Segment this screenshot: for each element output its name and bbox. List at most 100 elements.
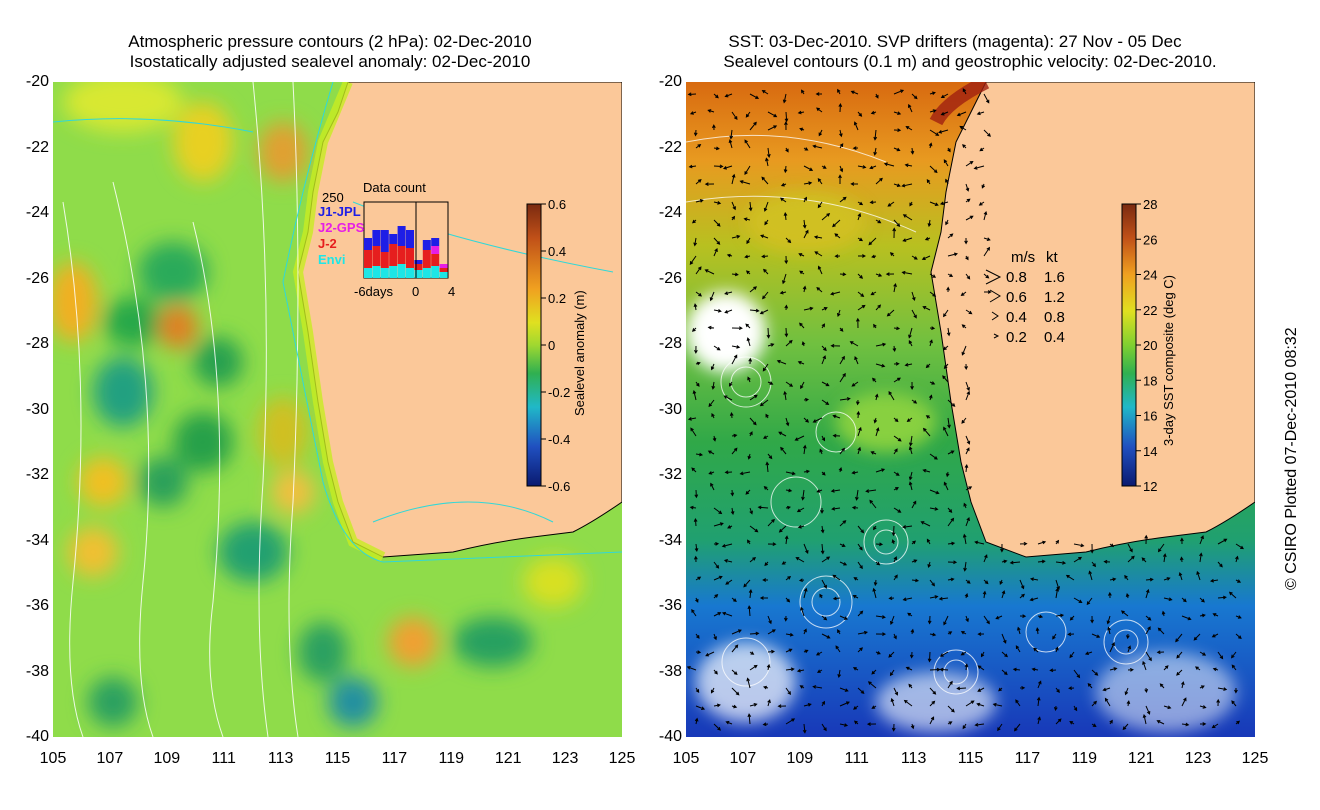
velocity-arrow	[749, 431, 753, 437]
data-count-bar	[380, 252, 389, 268]
velocity-arrow	[723, 559, 733, 563]
velocity-arrow	[767, 125, 778, 131]
velocity-legend-kt-3: 0.4	[1044, 329, 1065, 346]
velocity-arrow	[724, 309, 733, 314]
left-title-line1: Atmospheric pressure contours (2 hPa): 0…	[128, 32, 532, 51]
velocity-arrow	[872, 587, 877, 599]
velocity-arrow	[745, 270, 751, 275]
velocity-legend-kt-header: kt	[1046, 249, 1059, 266]
velocity-arrow	[929, 489, 940, 495]
velocity-arrow	[803, 181, 813, 186]
velocity-arrow	[875, 342, 887, 347]
velocity-arrow	[1235, 615, 1242, 619]
velocity-arrow	[748, 589, 753, 599]
velocity-arrow	[687, 92, 697, 97]
velocity-arrow	[713, 703, 721, 708]
velocity-arrow	[1009, 560, 1021, 565]
velocity-arrow	[940, 93, 949, 99]
velocity-arrow	[731, 704, 738, 709]
data-count-bar	[406, 248, 414, 268]
velocity-arrow	[785, 648, 793, 653]
velocity-arrow	[904, 163, 913, 168]
lon-tick: 123	[1184, 750, 1212, 767]
velocity-arrow	[689, 505, 697, 510]
velocity-arrow	[839, 129, 843, 138]
velocity-arrow	[743, 217, 751, 222]
velocity-arrow	[893, 471, 900, 476]
velocity-arrow	[1181, 722, 1190, 727]
velocity-arrow	[943, 481, 949, 491]
velocity-arrow	[977, 687, 985, 692]
velocity-arrow	[837, 669, 842, 679]
velocity-arrow	[929, 667, 941, 672]
velocity-arrow	[893, 487, 899, 491]
velocity-arrow	[929, 129, 940, 136]
velocity-arrow	[1235, 543, 1244, 550]
velocity-arrow	[929, 201, 939, 206]
velocity-arrow	[816, 489, 823, 493]
velocity-arrow	[857, 304, 866, 311]
lat-tick: -32	[658, 466, 682, 483]
velocity-arrow	[929, 291, 937, 297]
velocity-arrow	[965, 309, 973, 315]
velocity-arrow	[1052, 633, 1057, 640]
velocity-arrow	[690, 427, 697, 437]
right-title-line2: Sealevel contours (0.1 m) and geostrophi…	[723, 52, 1217, 71]
velocity-arrow	[767, 615, 772, 625]
velocity-arrow	[1181, 597, 1187, 603]
lon-tick: 109	[153, 750, 181, 767]
velocity-arrow	[803, 196, 807, 203]
velocity-arrow	[1104, 697, 1111, 707]
velocity-arrow	[1199, 597, 1205, 603]
velocity-arrow	[1073, 597, 1083, 603]
velocity-arrow	[875, 177, 883, 185]
velocity-arrow	[821, 399, 830, 406]
velocity-arrow	[761, 176, 769, 185]
velocity-arrow	[887, 201, 895, 207]
velocity-arrow	[893, 111, 902, 115]
velocity-arrow	[713, 308, 722, 313]
data-count-bar	[414, 264, 423, 270]
velocity-arrow	[857, 165, 867, 169]
velocity-arrow	[943, 309, 949, 318]
velocity-arrow	[893, 448, 898, 455]
velocity-arrow	[852, 595, 859, 599]
velocity-arrow	[974, 540, 985, 545]
velocity-arrow	[851, 470, 859, 475]
velocity-arrow	[834, 233, 841, 239]
velocity-arrow	[947, 560, 958, 565]
velocity-arrow	[776, 359, 787, 365]
velocity-arrow	[693, 303, 698, 311]
velocity-arrow	[731, 669, 738, 676]
velocity-arrow	[875, 632, 887, 636]
velocity-arrow	[695, 179, 702, 185]
velocity-arrow	[815, 92, 823, 96]
velocity-arrow	[803, 229, 809, 239]
velocity-arrow	[908, 339, 913, 347]
velocity-arrow	[779, 197, 787, 203]
velocity-arrow	[1156, 650, 1165, 655]
velocity-arrow	[816, 669, 823, 673]
velocity-arrow	[713, 219, 721, 227]
velocity-arrow	[870, 110, 877, 115]
velocity-arrow	[961, 345, 967, 356]
velocity-arrow	[965, 615, 969, 623]
velocity-arrow	[728, 139, 733, 149]
velocity-arrow	[1228, 591, 1237, 599]
velocity-arrow	[857, 525, 865, 534]
velocity-arrow	[831, 506, 841, 511]
velocity-arrow	[767, 629, 776, 635]
velocity-arrow	[927, 561, 931, 569]
lat-tick: -28	[25, 335, 49, 352]
velocity-arrow	[855, 489, 859, 501]
velocity-arrow	[747, 605, 752, 617]
velocity-arrow	[803, 543, 809, 555]
velocity-arrow	[893, 556, 898, 563]
sst-field	[686, 192, 1236, 732]
velocity-arrow	[911, 93, 918, 100]
velocity-arrow	[780, 183, 787, 187]
velocity-arrow	[1199, 685, 1205, 689]
velocity-arrow	[748, 201, 753, 212]
velocity-arrow	[713, 669, 718, 675]
velocity-arrow	[778, 431, 787, 437]
